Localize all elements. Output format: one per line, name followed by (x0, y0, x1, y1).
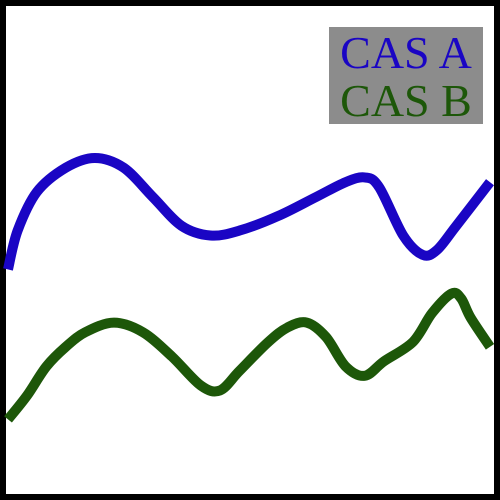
series-line-cas-b (4, 287, 495, 423)
legend-label-cas-a: CAS A (340, 27, 472, 78)
series-line-cas-a (3, 153, 494, 271)
series-layer (3, 153, 495, 423)
legend: CAS A CAS B (329, 27, 483, 126)
legend-box (329, 27, 483, 124)
legend-label-cas-b: CAS B (340, 75, 472, 126)
